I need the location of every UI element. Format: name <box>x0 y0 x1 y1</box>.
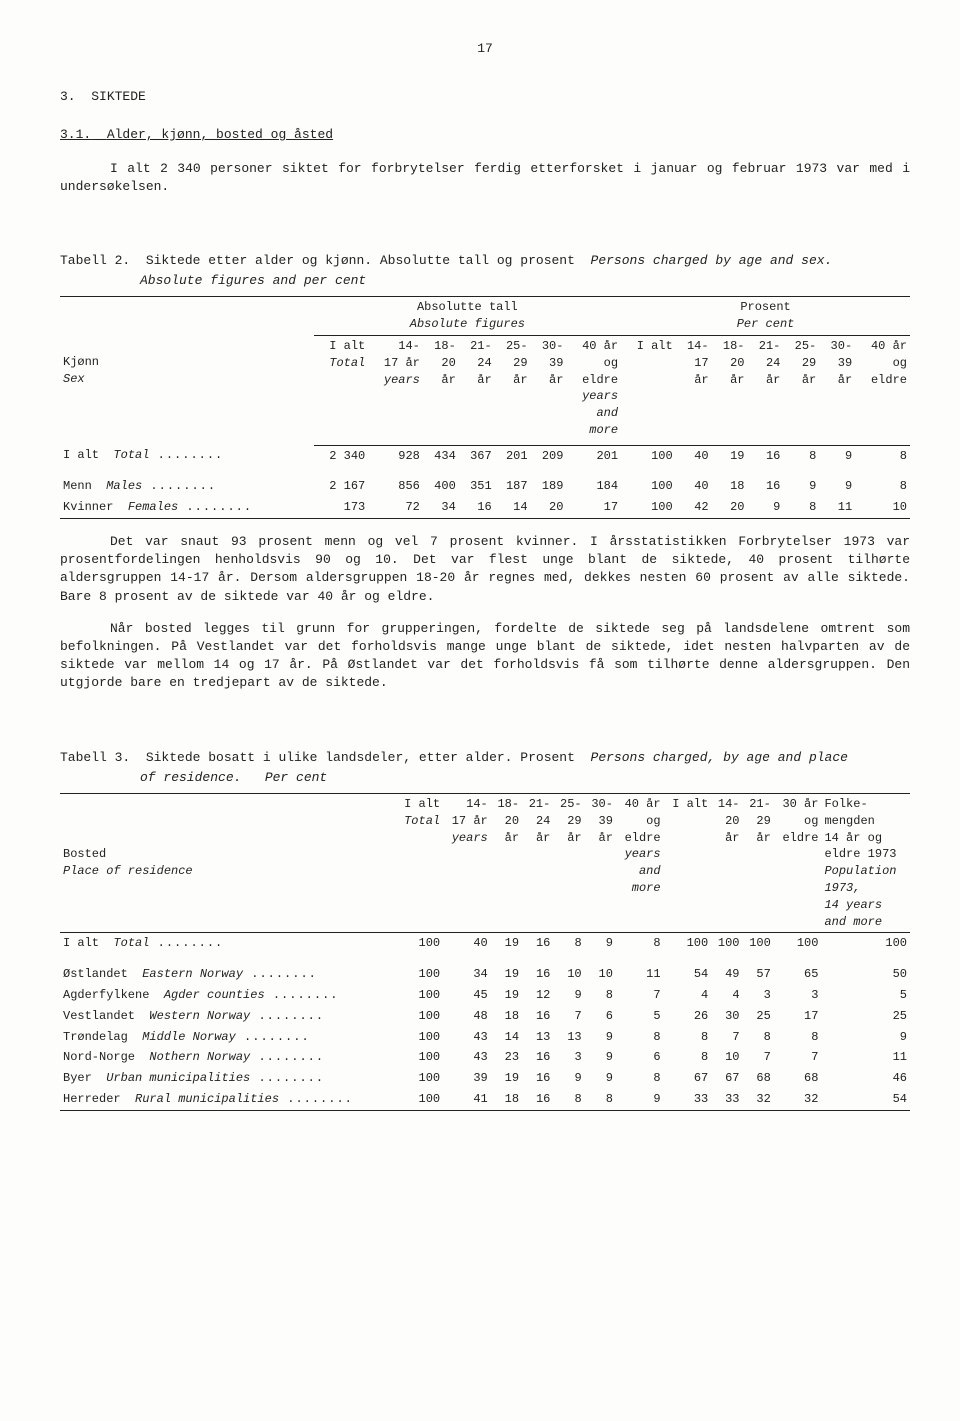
subsection-heading: 3.1. Alder, kjønn, bosted og åsted <box>60 126 910 144</box>
table3-label: Tabell 3. <box>60 750 130 765</box>
paragraph: Det var snaut 93 prosent menn og vel 7 p… <box>60 533 910 606</box>
table2-caption: Tabell 2. Siktede etter alder og kjønn. … <box>60 252 910 270</box>
paragraph: I alt 2 340 personer siktet for forbryte… <box>60 160 910 196</box>
table3-sub-a: of residence. <box>140 770 241 785</box>
section-number: 3. <box>60 89 76 104</box>
table2-title-en: Persons charged by age and sex. <box>591 253 833 268</box>
table3-title-no: Siktede bosatt i ulike landsdeler, etter… <box>146 750 575 765</box>
table3-caption: Tabell 3. Siktede bosatt i ulike landsde… <box>60 749 910 767</box>
section-title: SIKTEDE <box>91 89 146 104</box>
paragraph: Når bosted legges til grunn for grupperi… <box>60 620 910 693</box>
table3: BostedPlace of residenceI altTotal14-17 … <box>60 793 910 1111</box>
subsection-title: Alder, kjønn, bosted og åsted <box>107 127 333 142</box>
section-heading: 3. SIKTEDE <box>60 88 910 106</box>
subsection-number: 3.1. <box>60 127 91 142</box>
table2: KjønnSexAbsolutte tallAbsolute figuresPr… <box>60 296 910 519</box>
table3-title-en: Persons charged, by age and place <box>591 750 848 765</box>
page-number: 17 <box>60 40 910 58</box>
table2-subcaption: Absolute figures and per cent <box>60 272 910 290</box>
table2-label: Tabell 2. <box>60 253 130 268</box>
table3-sub-b: Per cent <box>265 770 327 785</box>
table3-subcaption: of residence. Per cent <box>60 769 910 787</box>
table2-title-no: Siktede etter alder og kjønn. Absolutte … <box>146 253 575 268</box>
